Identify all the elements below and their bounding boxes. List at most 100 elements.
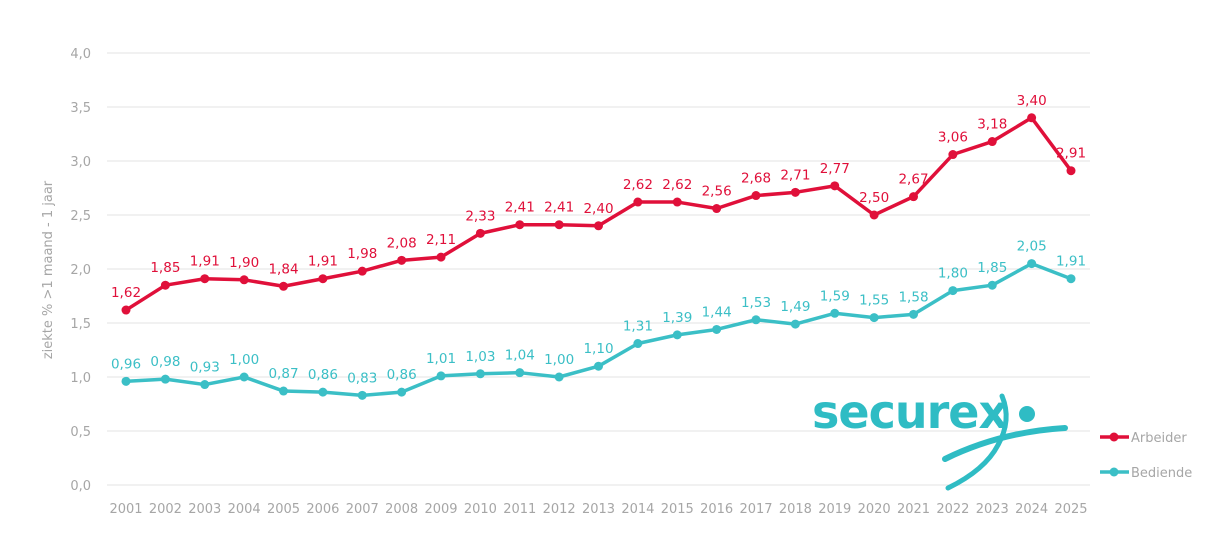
data-point (948, 150, 958, 160)
data-point (672, 197, 682, 207)
data-point (554, 372, 564, 382)
x-tick-label: 2023 (976, 502, 1009, 517)
data-label: 1,59 (820, 288, 850, 304)
x-tick-label: 2002 (149, 502, 182, 517)
data-label: 3,06 (938, 130, 968, 146)
data-label: 1,80 (938, 266, 968, 282)
x-axis-ticks: 2001 2002 2003 2004 2005 2006 2007 2008 2009 2010… (109, 502, 1087, 517)
data-label: 0,87 (268, 366, 298, 382)
y-axis-ticks: 0,0 0,5 1,0 1,5 2,0 2,5 3,0 3,5 4,0 (70, 47, 91, 494)
data-label: 2,08 (387, 235, 417, 251)
x-tick-label: 2022 (936, 502, 969, 517)
data-label: 0,83 (347, 370, 377, 386)
data-point (279, 386, 288, 396)
data-label: 1,85 (977, 260, 1007, 276)
x-tick-label: 2017 (739, 502, 772, 517)
data-label: 0,96 (111, 356, 141, 372)
data-point (830, 181, 840, 191)
x-tick-label: 2001 (109, 502, 142, 517)
y-tick-label: 4,0 (70, 47, 91, 62)
data-point (436, 252, 446, 262)
x-tick-label: 2005 (267, 502, 300, 517)
y-tick-label: 3,0 (70, 155, 91, 170)
data-point (594, 361, 603, 371)
data-point (121, 376, 131, 386)
legend: Arbeider Bediende (1100, 431, 1192, 481)
data-point (712, 204, 722, 214)
data-point (948, 286, 958, 296)
x-tick-label: 2006 (306, 502, 339, 517)
y-tick-label: 2,5 (70, 209, 91, 224)
data-point (869, 210, 879, 220)
data-point (633, 197, 643, 207)
data-point (1027, 259, 1037, 269)
data-point (436, 371, 446, 381)
data-label: 1,00 (229, 352, 259, 368)
x-tick-label: 2013 (582, 502, 615, 517)
x-tick-label: 2015 (661, 502, 694, 517)
data-label: 1,91 (1056, 254, 1086, 270)
data-label: 2,11 (426, 232, 456, 248)
data-label: 1,91 (190, 254, 220, 270)
data-label: 0,86 (308, 367, 338, 383)
data-label: 1,49 (780, 299, 810, 315)
data-label: 3,40 (1017, 93, 1047, 109)
data-point (1027, 113, 1037, 123)
data-point (751, 191, 761, 201)
data-point (712, 324, 722, 334)
data-point (475, 369, 485, 379)
data-label: 0,93 (190, 360, 220, 376)
data-label: 2,56 (702, 184, 732, 200)
data-label: 2,40 (583, 201, 613, 217)
data-point (594, 221, 603, 231)
data-point (397, 387, 407, 397)
data-label: 1,31 (623, 319, 653, 335)
data-point (239, 372, 249, 382)
data-point (633, 339, 643, 349)
data-label: 1,85 (150, 260, 180, 276)
data-label: 2,41 (505, 200, 535, 216)
series-arbeider: 1,62 1,85 1,91 1,90 1,84 1,91 1,98 2,08 2,11 2,33… (111, 93, 1086, 315)
data-label: 1,04 (505, 348, 535, 364)
y-tick-label: 1,0 (70, 371, 91, 386)
data-label: 2,71 (780, 167, 810, 183)
data-label: 1,55 (859, 293, 889, 309)
legend-item-bediende: Bediende (1100, 466, 1192, 481)
data-label: 1,39 (662, 310, 692, 326)
data-point (160, 280, 170, 290)
data-label: 2,68 (741, 171, 771, 187)
data-point (397, 255, 407, 265)
y-tick-label: 3,5 (70, 101, 91, 116)
legend-marker (1109, 467, 1119, 477)
data-point (1066, 166, 1076, 176)
data-label: 1,58 (898, 289, 928, 305)
data-label: 2,33 (465, 208, 495, 224)
securex-logo: securex (812, 385, 1068, 491)
data-point (515, 368, 525, 378)
series-layer: 1,62 1,85 1,91 1,90 1,84 1,91 1,98 2,08 2,11 2,33… (111, 93, 1086, 400)
y-tick-label: 2,0 (70, 263, 91, 278)
legend-marker (1109, 432, 1119, 442)
x-tick-label: 2024 (1015, 502, 1048, 517)
data-label: 3,18 (977, 117, 1007, 133)
legend-label: Bediende (1131, 466, 1192, 481)
data-point (909, 309, 918, 319)
x-tick-label: 2008 (385, 502, 418, 517)
data-point (160, 374, 170, 384)
data-label: 2,67 (898, 172, 928, 188)
x-tick-label: 2021 (897, 502, 930, 517)
data-point (475, 228, 485, 238)
x-tick-label: 2018 (779, 502, 812, 517)
data-point (200, 274, 210, 284)
data-point (357, 390, 367, 400)
x-tick-label: 2014 (621, 502, 654, 517)
data-point (987, 280, 997, 290)
data-point (318, 274, 328, 284)
x-tick-label: 2012 (543, 502, 576, 517)
data-label: 1,98 (347, 246, 377, 262)
data-label: 0,86 (387, 367, 417, 383)
legend-label: Arbeider (1131, 431, 1187, 446)
x-tick-label: 2004 (228, 502, 261, 517)
data-label: 1,84 (268, 261, 298, 277)
data-label: 1,00 (544, 352, 574, 368)
